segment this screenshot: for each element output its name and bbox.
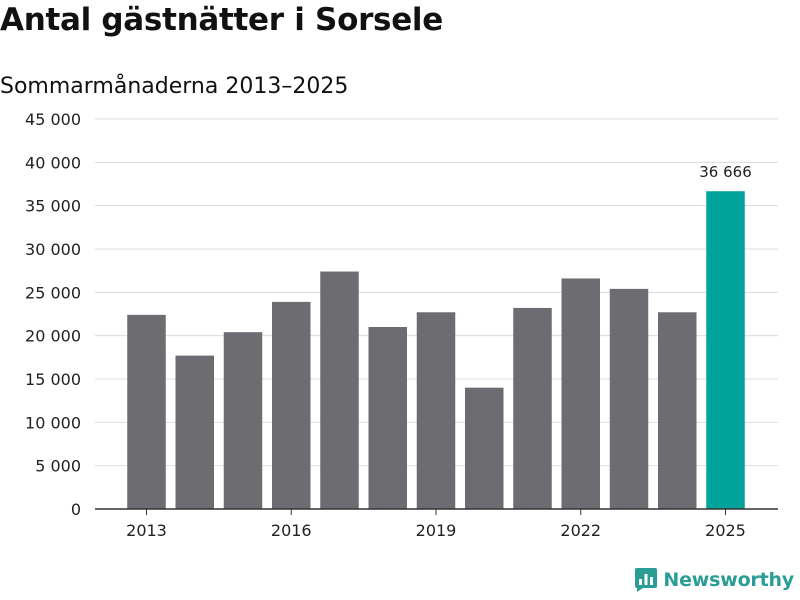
- bar-2021: [513, 307, 552, 509]
- bar-2013: [127, 314, 166, 509]
- y-tick-label: 15 000: [25, 370, 81, 389]
- bar-2014: [175, 355, 214, 509]
- chart-subtitle: Sommarmånaderna 2013–2025: [0, 74, 349, 99]
- y-tick-label: 0: [71, 500, 81, 519]
- y-tick-label: 25 000: [25, 283, 81, 302]
- bar-2016: [272, 301, 311, 509]
- bar-2022: [561, 278, 600, 509]
- y-tick-label: 30 000: [25, 240, 81, 259]
- chart-title: Antal gästnätter i Sorsele: [0, 2, 443, 38]
- labels: 0 5 000 10 000 15 000 20 000 25 000 30 000 35 0…: [25, 110, 752, 540]
- bar-2015: [223, 332, 263, 509]
- x-tick-label: 2025: [705, 521, 746, 540]
- brand-logo[interactable]: Newsworthy: [634, 565, 794, 595]
- bar-2017: [320, 271, 359, 509]
- bar-2020: [465, 387, 504, 509]
- bar-2019: [416, 312, 456, 509]
- y-tick-label: 5 000: [35, 457, 81, 476]
- data-label: 36 666: [699, 163, 752, 181]
- bar-2023: [609, 288, 649, 509]
- axes: [95, 508, 778, 515]
- x-tick-label: 2022: [560, 521, 601, 540]
- y-tick-label: 35 000: [25, 197, 81, 216]
- bar-2018: [368, 327, 407, 509]
- bar-2024: [658, 312, 697, 509]
- brand-name: Newsworthy: [663, 569, 794, 591]
- x-tick-label: 2016: [271, 521, 312, 540]
- bar-2025: [706, 191, 745, 509]
- y-tick-label: 10 000: [25, 413, 81, 432]
- y-tick-label: 40 000: [25, 153, 81, 172]
- y-tick-label: 20 000: [25, 327, 81, 346]
- bars: [127, 191, 745, 509]
- newsworthy-logo-icon: [635, 568, 658, 592]
- x-tick-label: 2019: [416, 521, 457, 540]
- x-tick-label: 2013: [126, 521, 167, 540]
- y-tick-label: 45 000: [25, 110, 81, 129]
